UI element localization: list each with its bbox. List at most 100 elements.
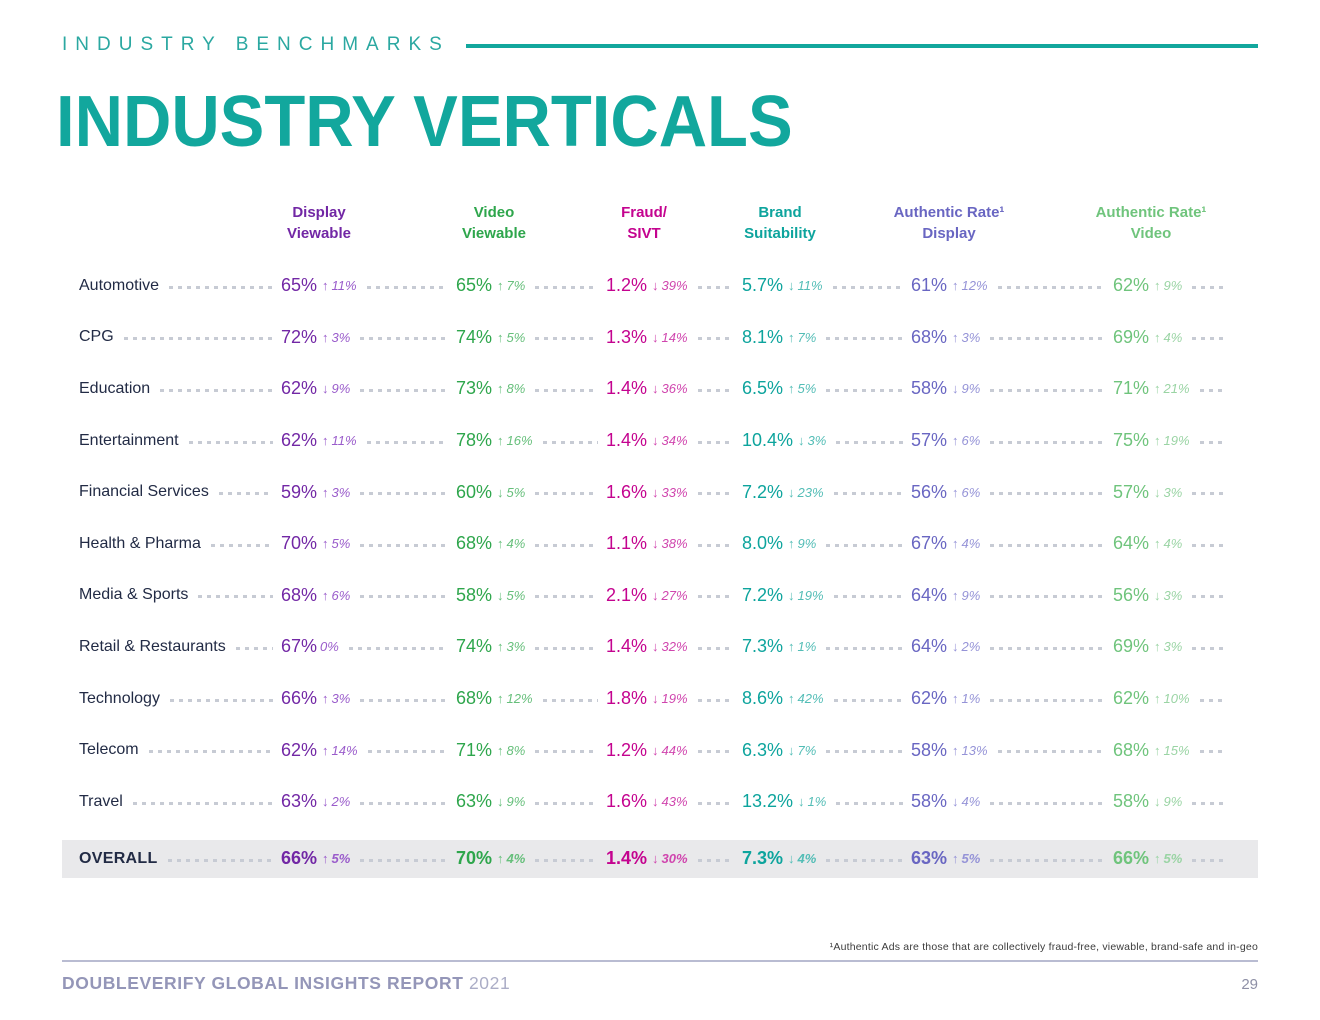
metric-value: 8.6% (742, 688, 784, 709)
trend-up-icon: ↑ (322, 433, 329, 449)
metric-cell-authentic-rate-display: 58% ↓ 4% (911, 791, 1113, 812)
column-header-authentic-rate-display: Authentic Rate¹ Display (894, 202, 1113, 250)
metric-delta: 4% (1163, 536, 1183, 552)
metric-delta: 5% (506, 484, 526, 500)
metric-cell-brand-suitability: 7.3% ↑ 1% (742, 636, 911, 657)
metric-delta: 30% (661, 851, 688, 867)
trend-down-icon: ↓ (798, 794, 805, 810)
metric-delta: 3% (331, 691, 351, 707)
metric-delta: 10% (1163, 691, 1190, 707)
metric-value: 13.2% (742, 791, 794, 812)
metric-cell-fraud-sivt: 1.4% ↓ 32% (606, 636, 742, 657)
metric-delta: 9% (1163, 278, 1183, 294)
trend-down-icon: ↓ (952, 794, 959, 810)
metric-delta: 23% (797, 484, 824, 500)
row-label-cell: Technology (62, 690, 281, 708)
dotted-leader (1192, 543, 1224, 547)
row-label: OVERALL (79, 849, 158, 867)
metric-cell-display-viewable: 59% ↑ 3% (281, 482, 456, 503)
metric-value: 74% (456, 326, 493, 347)
metric-value: 1.1% (606, 533, 648, 554)
metric-cell-authentic-rate-display: 58% ↓ 9% (911, 378, 1113, 399)
metric-cell-authentic-rate-video: 64% ↑ 4% (1113, 533, 1258, 554)
metric-delta: 3% (1163, 587, 1183, 603)
row-label-cell: Telecom (62, 741, 281, 759)
trend-down-icon: ↓ (322, 794, 329, 810)
metric-value: 68% (911, 326, 948, 347)
table-row: Telecom 62% ↑ 14% 71% ↑ 8% 1.2% ↓ 44% 6.3% ↓ 7% 58% ↑ 1… (62, 724, 1258, 776)
dotted-leader (167, 858, 273, 862)
metric-cell-video-viewable: 74% ↑ 5% (456, 327, 606, 348)
metric-cell-authentic-rate-display: 58% ↑ 13% (911, 740, 1113, 761)
metric-cell-authentic-rate-display: 56% ↑ 6% (911, 482, 1113, 503)
metric-cell-display-viewable: 67% 0% (281, 636, 456, 657)
dotted-leader (826, 750, 903, 754)
benchmark-table: Display Viewable Video Viewable Fraud/SIVT Br… (62, 202, 1258, 878)
metric-cell-brand-suitability: 6.5% ↑ 5% (742, 378, 911, 399)
trend-up-icon: ↑ (497, 329, 504, 345)
metric-delta: 9% (506, 794, 526, 810)
dotted-leader (535, 858, 598, 862)
metric-delta: 5% (331, 536, 351, 552)
metric-cell-fraud-sivt: 2.1% ↓ 27% (606, 585, 742, 606)
row-label: Health & Pharma (79, 534, 201, 552)
column-header-line1: Fraud/ (621, 204, 667, 221)
dotted-leader (990, 858, 1105, 862)
metric-value: 58% (911, 378, 948, 399)
dotted-leader (360, 595, 448, 599)
metric-cell-video-viewable: 60% ↓ 5% (456, 482, 606, 503)
metric-delta: 11% (797, 278, 823, 294)
dotted-leader (169, 698, 273, 702)
metric-value: 7.2% (742, 584, 784, 605)
metric-cell-brand-suitability: 5.7% ↓ 11% (742, 275, 911, 296)
metric-delta: 1% (807, 794, 827, 810)
metric-delta: 6% (961, 484, 981, 500)
metric-cell-brand-suitability: 8.6% ↑ 42% (742, 688, 911, 709)
metric-delta: 0% (320, 639, 339, 655)
footer-year: 2021 (468, 973, 511, 993)
metric-cell-display-viewable: 62% ↓ 9% (281, 378, 456, 399)
column-header-line2: Viewable (462, 225, 526, 242)
metric-value: 1.2% (606, 275, 648, 296)
column-header-fraud-sivt: Fraud/SIVT (606, 202, 742, 250)
row-label: Telecom (79, 741, 139, 759)
metric-value: 5.7% (742, 275, 784, 296)
metric-cell-brand-suitability: 8.0% ↑ 9% (742, 533, 911, 554)
dotted-leader (360, 698, 448, 702)
dotted-leader (169, 285, 273, 289)
table-row: Travel 63% ↓ 2% 63% ↓ 9% 1.6% ↓ 43% 13.2% ↓ 1% 58% ↓ 4%… (62, 776, 1258, 828)
metric-value: 69% (1113, 636, 1150, 657)
trend-up-icon: ↑ (952, 742, 959, 758)
dotted-leader (997, 285, 1105, 289)
metric-cell-authentic-rate-display: 64% ↓ 2% (911, 636, 1113, 657)
trend-down-icon: ↓ (652, 433, 659, 449)
metric-cell-authentic-rate-display: 64% ↑ 9% (911, 585, 1113, 606)
trend-up-icon: ↑ (1154, 639, 1161, 655)
metric-delta: 42% (797, 691, 824, 707)
dotted-leader (990, 388, 1105, 392)
row-label-cell: CPG (62, 328, 281, 346)
metric-delta: 21% (1163, 381, 1190, 397)
dotted-leader (535, 750, 598, 754)
trend-up-icon: ↑ (1154, 691, 1161, 707)
trend-down-icon: ↓ (952, 639, 959, 655)
trend-down-icon: ↓ (322, 381, 329, 397)
dotted-leader (990, 337, 1105, 341)
metric-cell-fraud-sivt: 1.1% ↓ 38% (606, 533, 742, 554)
metric-delta: 12% (961, 278, 988, 294)
metric-cell-video-viewable: 70% ↑ 4% (456, 848, 606, 869)
row-label: Retail & Restaurants (79, 637, 226, 655)
metric-cell-brand-suitability: 7.3% ↓ 4% (742, 848, 911, 869)
metric-delta: 9% (331, 381, 351, 397)
dotted-leader (697, 698, 734, 702)
metric-value: 63% (281, 791, 318, 812)
metric-cell-authentic-rate-video: 57% ↓ 3% (1113, 482, 1258, 503)
trend-down-icon: ↓ (788, 278, 795, 294)
metric-value: 67% (911, 533, 948, 554)
trend-up-icon: ↑ (1154, 433, 1161, 449)
metric-delta: 34% (661, 433, 688, 449)
dotted-leader (542, 698, 598, 702)
row-label-cell: Travel (62, 793, 281, 811)
metric-value: 1.3% (606, 326, 648, 347)
metric-delta: 19% (1163, 433, 1190, 449)
